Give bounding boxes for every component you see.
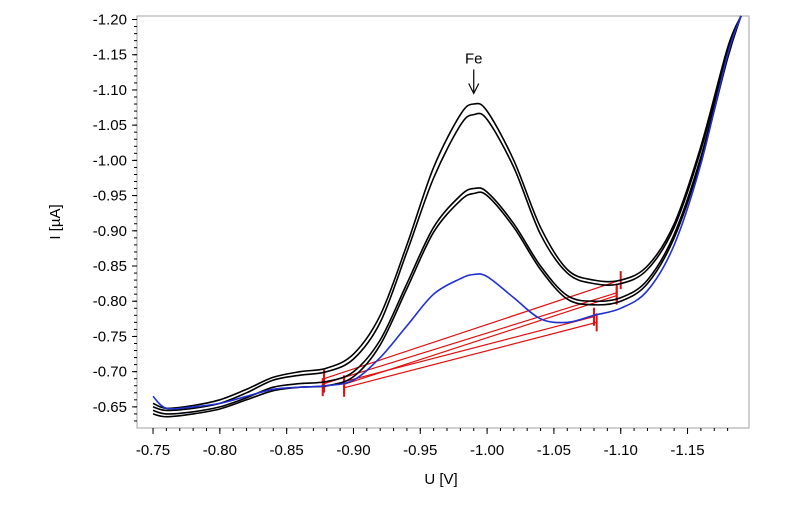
baseline-line: [343, 321, 597, 389]
series-line: [152, 15, 742, 410]
y-tick-label: -0.65: [93, 399, 127, 416]
y-tick-label: -1.00: [93, 152, 127, 169]
series-line: [152, 15, 742, 412]
y-tick-label: -1.10: [93, 82, 127, 99]
series-layer: [152, 15, 742, 418]
y-axis: -0.65 -0.70 -0.75 -0.80 -0.85 -0.90 -0.95 -1.00…: [93, 12, 137, 422]
series-line: [152, 15, 742, 410]
y-tick-label: -0.75: [93, 328, 127, 345]
y-tick-label: -0.90: [93, 223, 127, 240]
y-tick-label: -1.05: [93, 117, 127, 134]
y-tick-label: -0.80: [93, 293, 127, 310]
y-tick-label: -0.95: [93, 188, 127, 205]
x-tick-label: -0.85: [270, 442, 304, 459]
peak-annotation-arrowhead: [468, 83, 480, 95]
baseline-line: [323, 279, 621, 380]
annotation-layer: Fe: [465, 50, 483, 95]
x-axis: -0.75 -0.80 -0.85 -0.90 -0.95 -1.00 -1.05 -1.10…: [136, 428, 729, 459]
y-tick-label: -0.70: [93, 364, 127, 381]
y-axis-title: I [µA]: [47, 204, 64, 239]
x-tick-label: -1.10: [604, 442, 638, 459]
x-tick-label: -0.90: [336, 442, 370, 459]
plot-frame: [136, 15, 750, 429]
baseline-line: [322, 316, 595, 388]
x-tick-label: -0.75: [136, 442, 170, 459]
series-line: [152, 15, 742, 418]
y-tick-label: -1.15: [93, 47, 127, 64]
x-tick-label: -0.80: [203, 442, 237, 459]
series-line: [152, 15, 742, 415]
x-tick-label: -1.05: [537, 442, 571, 459]
baseline-line: [323, 292, 617, 385]
peak-annotation-label: Fe: [465, 50, 483, 67]
x-tick-label: -1.15: [670, 442, 704, 459]
baseline-layer: [321, 271, 622, 397]
x-tick-label: -0.95: [403, 442, 437, 459]
y-tick-label: -1.20: [93, 12, 127, 29]
y-tick-label: -0.85: [93, 258, 127, 275]
x-tick-label: -1.00: [470, 442, 504, 459]
x-axis-title: U [V]: [424, 471, 457, 488]
